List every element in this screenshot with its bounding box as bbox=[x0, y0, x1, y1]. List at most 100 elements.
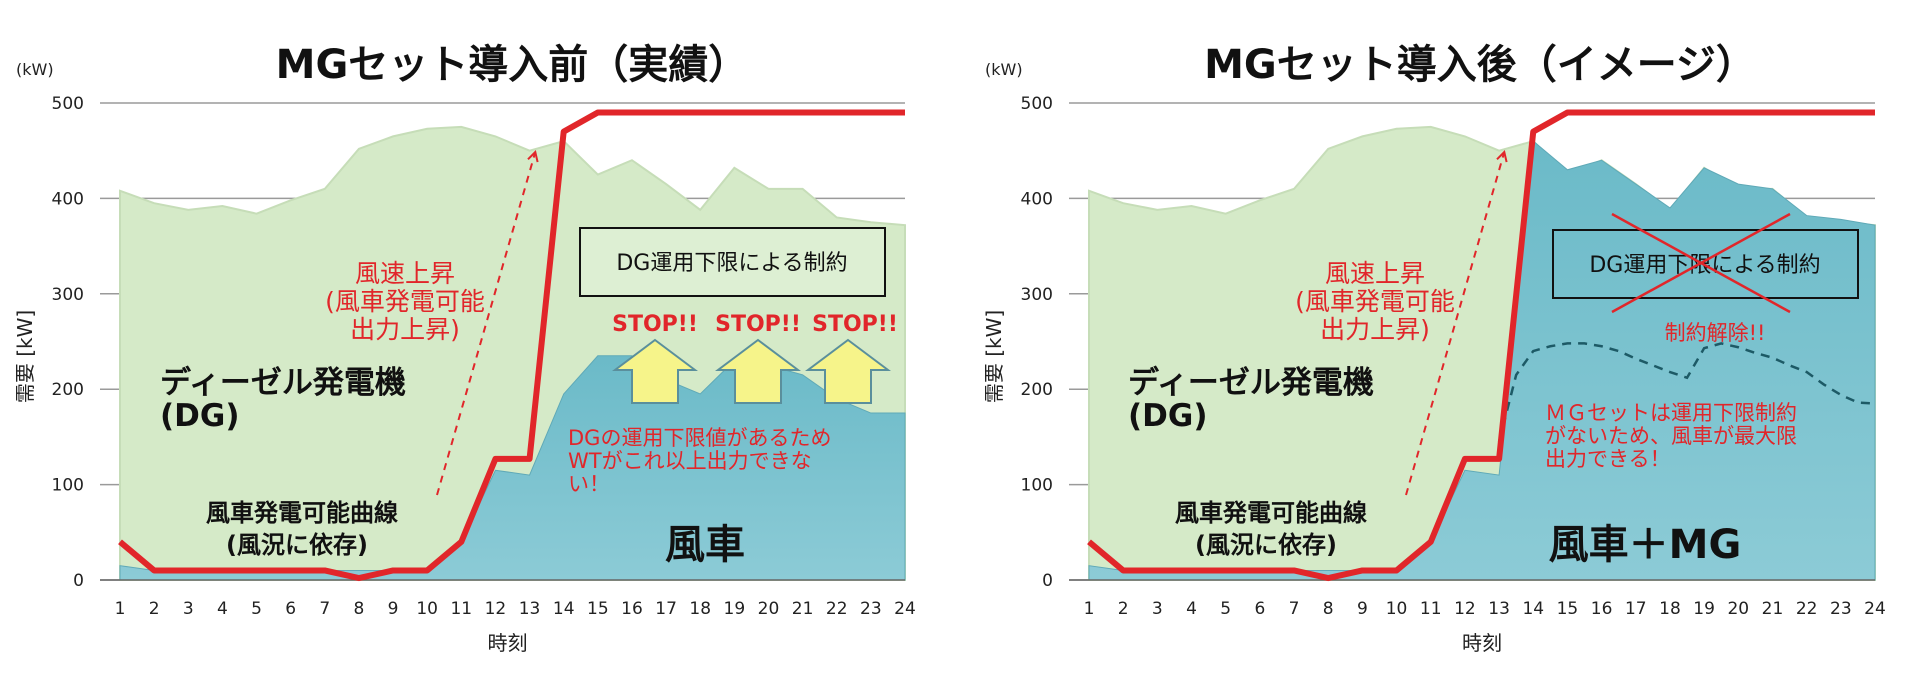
stop-label: STOP!! bbox=[715, 312, 801, 337]
wind-rise-line: 出力上昇) bbox=[1320, 315, 1430, 344]
wind-rise-line: (風車発電可能 bbox=[1295, 287, 1455, 316]
y-tick-label: 300 bbox=[52, 285, 84, 305]
x-tick-label: 23 bbox=[1830, 599, 1852, 619]
constraint-box bbox=[579, 227, 886, 297]
x-tick-label: 9 bbox=[388, 599, 399, 619]
x-tick-label: 6 bbox=[1254, 599, 1265, 619]
y-tick-label: 500 bbox=[1021, 94, 1053, 114]
x-tick-label: 17 bbox=[1625, 599, 1647, 619]
x-tick-label: 5 bbox=[251, 599, 262, 619]
chart-title: MGセット導入前（実績） bbox=[276, 42, 749, 88]
dg-label-line: ディーゼル発電機 bbox=[1128, 365, 1374, 401]
x-tick-label: 1 bbox=[1084, 599, 1095, 619]
x-tick-label: 15 bbox=[1557, 599, 1579, 619]
wind-rise-line: (風車発電可能 bbox=[325, 287, 485, 316]
y-tick-label: 0 bbox=[73, 571, 84, 591]
x-tick-label: 7 bbox=[319, 599, 330, 619]
y-unit-label: (kW) bbox=[985, 60, 1023, 79]
x-tick-label: 19 bbox=[724, 599, 746, 619]
wind-rise-line: 出力上昇) bbox=[350, 315, 460, 344]
x-tick-label: 22 bbox=[1796, 599, 1818, 619]
x-tick-label: 17 bbox=[655, 599, 677, 619]
x-tick-label: 10 bbox=[416, 599, 438, 619]
x-tick-label: 16 bbox=[1591, 599, 1613, 619]
x-tick-label: 3 bbox=[1152, 599, 1163, 619]
x-tick-label: 4 bbox=[1186, 599, 1197, 619]
x-tick-label: 11 bbox=[450, 599, 472, 619]
chart-title: MGセット導入後（イメージ） bbox=[1204, 42, 1756, 88]
x-tick-label: 13 bbox=[519, 599, 541, 619]
stop-label: STOP!! bbox=[812, 312, 898, 337]
mg-note-line: 出力できる！ bbox=[1545, 447, 1671, 471]
x-tick-label: 9 bbox=[1357, 599, 1368, 619]
x-tick-label: 11 bbox=[1420, 599, 1442, 619]
y-tick-label: 500 bbox=[52, 94, 84, 114]
x-tick-label: 12 bbox=[485, 599, 507, 619]
wind-label: 風車＋MG bbox=[1549, 522, 1742, 568]
wind-rise-line: 風速上昇 bbox=[1325, 259, 1425, 288]
dg-label-line: (DG) bbox=[160, 398, 240, 434]
x-tick-label: 10 bbox=[1386, 599, 1408, 619]
dg-label-line: ディーゼル発電機 bbox=[160, 365, 406, 401]
mg-note-line: がないため、風車が最大限 bbox=[1545, 424, 1797, 448]
x-tick-label: 18 bbox=[689, 599, 711, 619]
x-tick-label: 15 bbox=[587, 599, 609, 619]
up-arrow bbox=[612, 338, 698, 404]
x-tick-label: 2 bbox=[149, 599, 160, 619]
x-tick-label: 14 bbox=[1522, 599, 1544, 619]
constraint-box bbox=[1552, 229, 1859, 299]
x-tick-label: 16 bbox=[621, 599, 643, 619]
y-tick-label: 100 bbox=[52, 476, 84, 496]
y-tick-label: 400 bbox=[52, 189, 84, 209]
up-arrow bbox=[715, 338, 801, 404]
limit-note-line: WTがこれ以上出力できな bbox=[568, 449, 812, 473]
x-tick-label: 1 bbox=[115, 599, 126, 619]
x-tick-label: 22 bbox=[826, 599, 848, 619]
x-tick-label: 23 bbox=[860, 599, 882, 619]
y-tick-label: 300 bbox=[1021, 285, 1053, 305]
x-tick-label: 8 bbox=[353, 599, 364, 619]
x-tick-label: 5 bbox=[1220, 599, 1231, 619]
x-tick-label: 21 bbox=[792, 599, 814, 619]
x-axis-title: 時刻 bbox=[488, 631, 528, 655]
curve-label-line: (風況に依存) bbox=[226, 531, 368, 559]
cross-out-line bbox=[1611, 212, 1791, 314]
wind-rise-line: 風速上昇 bbox=[355, 259, 455, 288]
x-tick-label: 14 bbox=[553, 599, 575, 619]
x-axis-title: 時刻 bbox=[1462, 631, 1502, 655]
x-tick-label: 19 bbox=[1693, 599, 1715, 619]
dg-minimum-line bbox=[1087, 109, 1875, 582]
y-axis-title: 需要 [kW] bbox=[982, 310, 1006, 403]
curve-label-line: 風車発電可能曲線 bbox=[206, 499, 398, 527]
x-tick-label: 4 bbox=[217, 599, 228, 619]
y-tick-label: 0 bbox=[1042, 571, 1053, 591]
x-tick-label: 12 bbox=[1454, 599, 1476, 619]
x-tick-label: 13 bbox=[1488, 599, 1510, 619]
y-axis-title: 需要 [kW] bbox=[13, 310, 37, 403]
x-tick-label: 21 bbox=[1762, 599, 1784, 619]
x-tick-label: 20 bbox=[758, 599, 780, 619]
release-label: 制約解除!! bbox=[1665, 321, 1766, 345]
dg-label-line: (DG) bbox=[1128, 398, 1208, 434]
y-tick-label: 200 bbox=[1021, 380, 1053, 400]
limit-note-line: DGの運用下限値があるため bbox=[568, 426, 831, 450]
wind-label: 風車 bbox=[665, 522, 745, 568]
x-tick-label: 2 bbox=[1118, 599, 1129, 619]
y-tick-label: 200 bbox=[52, 380, 84, 400]
x-tick-label: 3 bbox=[183, 599, 194, 619]
stop-label: STOP!! bbox=[612, 312, 698, 337]
x-tick-label: 7 bbox=[1289, 599, 1300, 619]
y-tick-label: 100 bbox=[1021, 476, 1053, 496]
x-tick-label: 6 bbox=[285, 599, 296, 619]
limit-note-line: い！ bbox=[568, 472, 610, 496]
mg-note-line: ＭＧセットは運用下限制約 bbox=[1545, 401, 1797, 425]
y-tick-label: 400 bbox=[1021, 189, 1053, 209]
x-tick-label: 24 bbox=[1864, 599, 1886, 619]
curve-label-line: (風況に依存) bbox=[1195, 531, 1337, 559]
dg-minimum-line bbox=[118, 109, 905, 582]
x-tick-label: 8 bbox=[1323, 599, 1334, 619]
mg-potential-dashed-line bbox=[1497, 342, 1876, 442]
